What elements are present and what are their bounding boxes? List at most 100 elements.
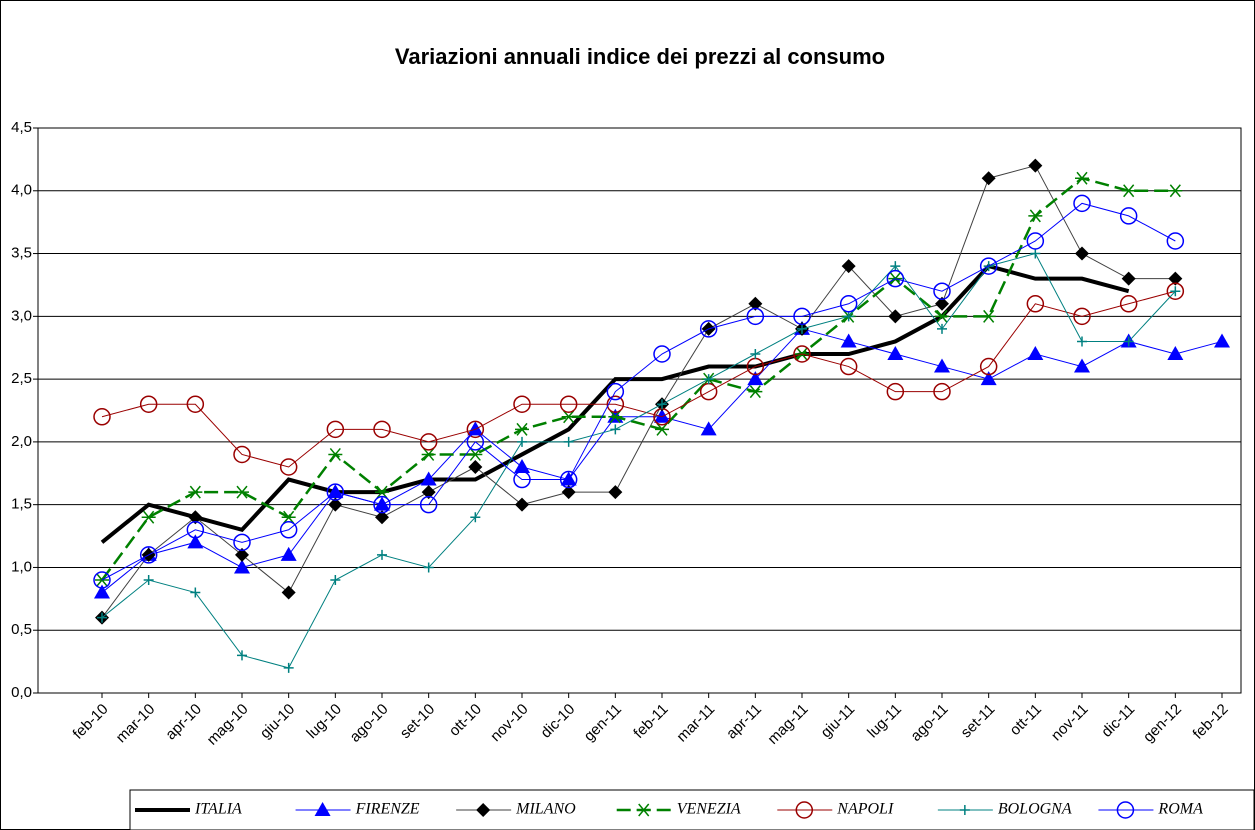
marker-shape: [235, 485, 249, 499]
marker: [234, 559, 250, 574]
marker: [1214, 333, 1230, 348]
marker-shape: [188, 485, 203, 499]
y-tick-label: 3,0: [11, 307, 32, 324]
marker-shape: [559, 470, 578, 489]
marker-shape: [237, 650, 247, 661]
marker: [843, 311, 854, 322]
marker-shape: [141, 510, 156, 524]
marker-shape: [559, 395, 578, 413]
marker-shape: [314, 802, 331, 816]
marker-shape: [1073, 194, 1091, 213]
marker: [1167, 346, 1184, 360]
marker-shape: [888, 309, 903, 324]
marker: [981, 171, 996, 186]
marker-shape: [980, 371, 997, 386]
marker: [467, 421, 484, 436]
marker: [330, 575, 341, 585]
marker: [188, 510, 203, 525]
marker-shape: [841, 259, 856, 274]
marker: [328, 497, 343, 512]
marker-shape: [143, 575, 154, 585]
marker: [981, 309, 996, 323]
marker: [979, 257, 998, 275]
marker-shape: [186, 521, 205, 539]
marker: [793, 345, 811, 363]
marker-shape: [1119, 207, 1138, 225]
marker-shape: [1077, 336, 1087, 347]
marker-shape: [1166, 282, 1185, 300]
marker-shape: [699, 320, 718, 338]
marker: [281, 510, 296, 524]
marker: [608, 410, 623, 424]
y-tick-label: 2,5: [11, 370, 32, 387]
marker: [373, 495, 391, 514]
series-line: [101, 165, 1176, 618]
marker-shape: [748, 385, 763, 399]
y-tick-label: 3,5: [11, 245, 32, 262]
marker: [937, 323, 947, 334]
marker-shape: [843, 311, 854, 322]
marker-shape: [887, 346, 904, 360]
marker-shape: [746, 307, 765, 326]
marker-shape: [1075, 246, 1089, 261]
marker: [654, 408, 670, 423]
marker-shape: [747, 371, 764, 386]
marker-shape: [563, 436, 574, 447]
marker-shape: [1166, 232, 1185, 250]
marker: [1077, 336, 1087, 347]
marker: [476, 803, 491, 817]
marker-shape: [1170, 286, 1181, 297]
marker: [139, 546, 158, 564]
legend-label: FIRENZE: [355, 801, 420, 818]
marker: [420, 471, 437, 486]
marker: [703, 374, 714, 385]
marker: [1121, 184, 1136, 198]
marker-shape: [190, 587, 201, 598]
marker: [606, 382, 625, 401]
marker: [933, 282, 951, 300]
marker: [375, 510, 389, 525]
marker: [1075, 171, 1089, 185]
marker: [374, 496, 390, 511]
marker-shape: [1116, 801, 1135, 819]
marker: [188, 485, 203, 499]
marker: [279, 521, 298, 539]
marker-shape: [793, 307, 811, 326]
marker: [1166, 232, 1185, 250]
marker: [1119, 207, 1138, 225]
marker-shape: [233, 445, 251, 464]
marker-shape: [139, 546, 158, 564]
marker: [468, 447, 483, 461]
marker: [1026, 232, 1045, 250]
legend-label: ITALIA: [194, 801, 242, 818]
marker: [235, 485, 249, 499]
marker-shape: [840, 333, 857, 348]
marker: [888, 309, 903, 324]
marker-shape: [933, 282, 951, 300]
marker: [935, 309, 949, 323]
marker: [280, 546, 297, 561]
marker-shape: [959, 805, 970, 815]
marker: [933, 382, 951, 401]
marker-shape: [373, 420, 391, 439]
marker: [93, 408, 111, 426]
marker: [187, 534, 204, 549]
marker: [653, 345, 671, 363]
marker-shape: [513, 395, 531, 413]
marker: [793, 307, 811, 326]
marker-shape: [373, 495, 391, 514]
marker-shape: [703, 374, 714, 385]
marker: [143, 575, 154, 585]
marker: [840, 333, 857, 348]
marker: [750, 349, 761, 359]
marker: [839, 295, 858, 313]
marker: [657, 399, 667, 410]
marker: [327, 484, 344, 499]
marker-shape: [636, 803, 651, 817]
marker: [328, 447, 343, 461]
marker-shape: [1027, 346, 1044, 360]
marker-shape: [608, 410, 623, 424]
marker: [513, 470, 531, 489]
